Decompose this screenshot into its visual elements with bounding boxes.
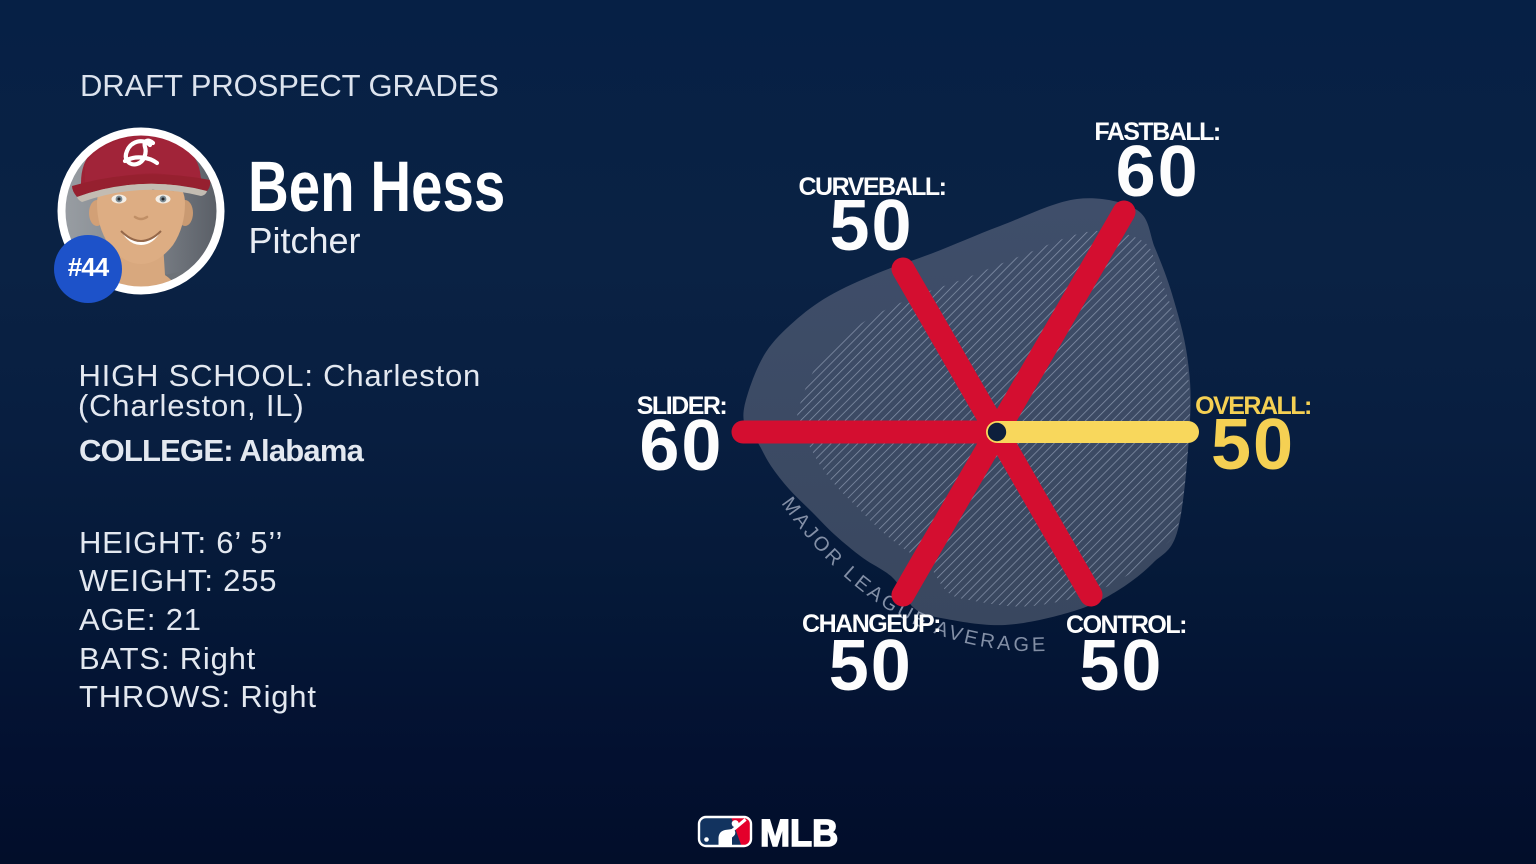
svg-text:MLB: MLB [760, 815, 838, 851]
